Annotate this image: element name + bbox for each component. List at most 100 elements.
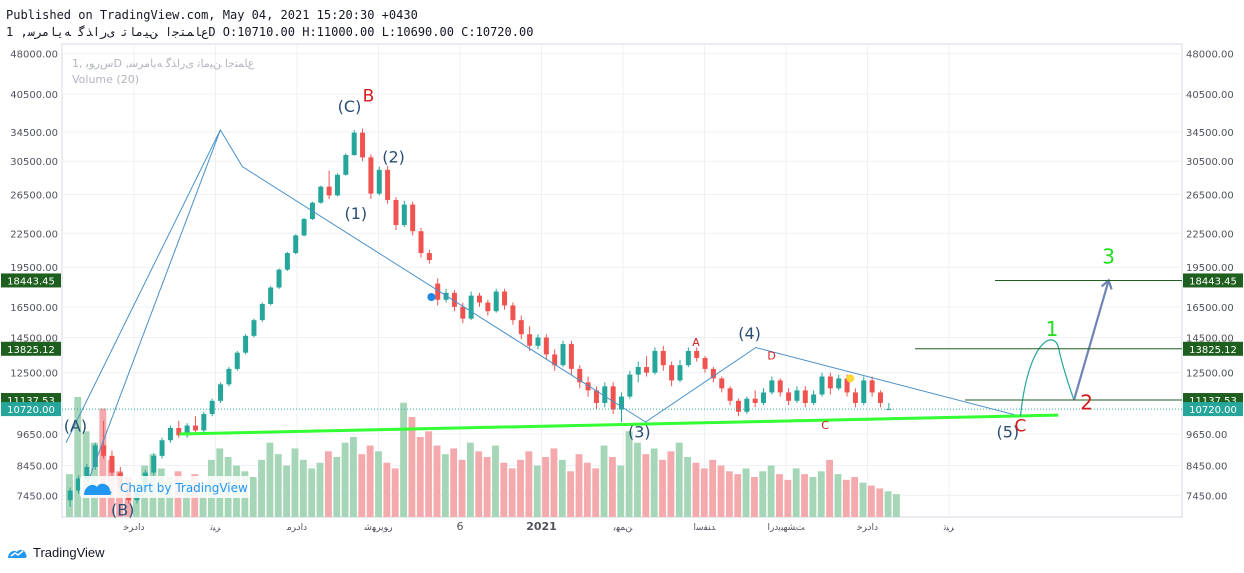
candle-body [635,367,641,375]
volume-bar [884,491,892,517]
candle-body [92,445,98,467]
wave-label: (A) [64,417,87,436]
candle-body [418,231,424,254]
candle-body [577,368,583,383]
candle-body [527,334,533,346]
volume-bar [842,479,850,517]
price-label-right: 11137.53 [1189,396,1237,407]
wave-label: B [363,87,375,107]
candle-body [401,204,407,226]
footer-brand-label: TradingView [33,545,105,560]
candle-body [669,365,675,381]
volume-bar [308,468,316,517]
projection-curve [1019,339,1075,417]
price-label-left-bg [1,273,61,288]
volume-bar [659,459,666,517]
candle-body [443,292,449,300]
volume-bar [809,477,817,517]
symbol-ohlc-info: ﻉﺎﻤﺘﺟﺍ ﻦﯿﻣﺎﺗ ﯼﺭﺍﺬﮔ ﻪﯾﺎﻣﺮﺳ, 1D O:10710.00… [6,25,534,39]
candle-body [393,199,399,226]
candle-body [159,440,165,456]
volume-bar [450,448,458,517]
volume-bar [366,445,374,517]
candle-body [627,374,633,397]
candle-body [602,386,608,403]
price-tick-left: 22500.00 [10,229,58,240]
candle-body [293,235,299,254]
volume-bar [826,459,834,517]
volume-bar [859,482,867,517]
volume-bar [182,479,190,517]
price-label-right: 10720.00 [1189,405,1237,416]
price-tick-right: 16500.00 [1186,303,1234,314]
volume-bar [274,454,282,517]
volume-bar [583,462,591,517]
volume-bar [567,471,575,517]
wave-label: (4) [738,324,761,343]
wave-label: (1) [344,204,367,223]
volume-bar [650,448,658,517]
candle-body [226,368,232,385]
wave-label: C [821,419,829,432]
price-tick-left: 40500.00 [10,90,58,101]
volume-bar [333,457,341,517]
volume-bar [801,474,808,517]
price-label-right: 13825.12 [1189,345,1237,356]
volume-bar [433,445,441,517]
candle-body [343,155,349,175]
candle-body [593,390,599,403]
wave-label: D [767,350,775,363]
footer-brand[interactable]: TradingView [6,545,105,560]
wave-label: 2 [1080,391,1093,415]
wave-label: (C) [338,97,362,116]
candle-body [761,392,767,403]
marker-dot [846,374,855,383]
candle-body [836,378,842,389]
volume-bar [358,454,366,517]
volume-bar [400,402,407,517]
candle-body [167,427,173,441]
price-chart[interactable]: 48000.00 48000.00 40500.00 40500.00 34500.00… [0,0,1244,540]
time-tick: ﺮﯿﺗ [943,523,955,533]
volume-bar [425,431,433,517]
price-tick-right: 19500.00 [1186,263,1234,274]
volume-bar [851,477,859,517]
volume-bar [383,462,391,517]
candle-body [543,337,549,355]
candle-body [351,132,357,156]
price-tick-left: 30500.00 [10,157,58,168]
volume-bar [784,479,792,517]
candle-body [385,169,391,200]
volume-bar [458,459,466,517]
candle-body [610,386,616,410]
candle-body [510,305,516,321]
chart-by-label: Chart by TradingView [120,481,248,495]
candle-body [477,295,482,303]
volume-bar [350,437,357,517]
volume-bar [533,465,541,517]
candle-body [535,337,541,346]
volume-bar [700,468,708,517]
candle-body [619,396,625,410]
price-label-left: 10720.00 [7,405,55,416]
candle-body [685,350,691,366]
volume-bar [742,468,750,517]
price-tick-right: 30500.00 [1186,157,1234,168]
time-tick: ﺩﺍﺩﺮﻣ [286,523,307,533]
time-tick: ﺮﯿﺗ [209,523,221,533]
candle-body [786,392,792,401]
candle-body [184,425,190,436]
volume-bar [492,445,499,517]
volume-bar [341,442,349,517]
price-tick-left: 14500.00 [10,333,58,344]
volume-bar [316,462,324,517]
projection-arrow-shaft [1072,280,1110,401]
volume-bar [617,465,625,517]
price-tick-left: 7450.00 [17,491,58,502]
candle-body [735,400,741,412]
volume-bar [893,494,900,517]
price-tick-right: 8450.00 [1186,461,1227,472]
volume-bar [634,442,641,517]
candle-body [268,287,274,304]
volume-bar [74,397,82,517]
